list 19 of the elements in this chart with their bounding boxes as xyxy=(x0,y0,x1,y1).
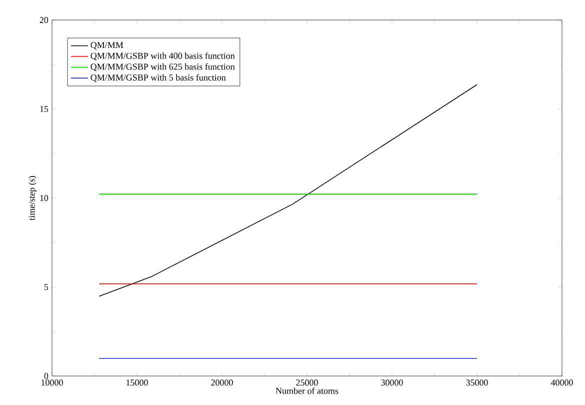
y-tick-label: 15 xyxy=(40,106,48,112)
x-tick-label: 40000 xyxy=(550,380,573,386)
y-tick-label: 20 xyxy=(40,16,48,24)
x-tick-label: 20000 xyxy=(211,380,233,386)
x-tick-label: 10000 xyxy=(42,380,63,386)
x-tick-label: 35000 xyxy=(466,380,488,386)
y-tick-label: 0 xyxy=(44,372,48,380)
line-series xyxy=(98,84,478,297)
legend-label: QM/MM/GSBP with 400 basis function xyxy=(90,52,235,60)
y-axis-title: time/step (s) xyxy=(28,176,37,220)
legend-label: QM/MM/GSBP with 5 basis function xyxy=(90,74,226,82)
x-axis-title: Number of atoms xyxy=(276,387,338,394)
x-tick-label: 30000 xyxy=(381,380,403,386)
legend-label: QM/MM/GSBP with 625 basis function xyxy=(90,63,235,72)
legend-label: QM/MM xyxy=(90,42,124,50)
y-tick-label: 5 xyxy=(44,284,48,290)
x-tick-label: 25000 xyxy=(296,380,318,386)
y-tick-label: 10 xyxy=(40,194,48,202)
x-tick-label: 15000 xyxy=(126,380,148,386)
